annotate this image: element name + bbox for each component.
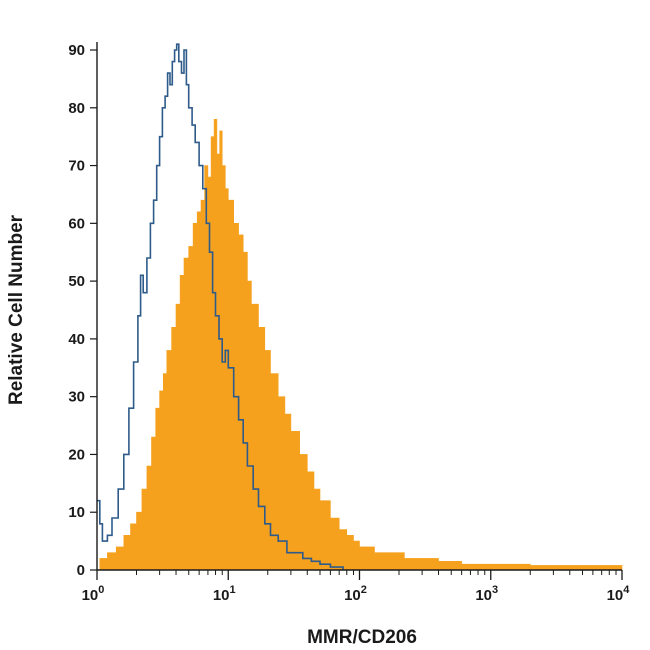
x-tick-label: 100 <box>82 584 105 604</box>
y-tick-label: 80 <box>68 100 85 117</box>
y-tick-label: 30 <box>68 389 85 406</box>
x-tick-label: 102 <box>344 584 367 604</box>
x-tick-label: 103 <box>475 584 498 604</box>
series-filled-histogram <box>97 119 623 571</box>
y-tick-label: 60 <box>68 215 85 232</box>
y-tick-label: 70 <box>68 158 85 175</box>
y-tick-label: 40 <box>68 331 85 348</box>
y-tick-label: 10 <box>68 504 85 521</box>
y-tick-label: 20 <box>68 446 85 463</box>
x-axis-title: MMR/CD206 <box>307 627 417 648</box>
y-axis-title: Relative Cell Number <box>6 214 27 405</box>
y-tick-label: 90 <box>68 42 85 59</box>
y-tick-label: 50 <box>68 273 85 290</box>
x-tick-label: 104 <box>607 584 631 604</box>
plot-area <box>97 43 623 571</box>
y-tick-label: 0 <box>77 562 85 579</box>
x-tick-label: 101 <box>213 584 236 604</box>
series-isotype-outline <box>97 43 344 570</box>
axes: 0 10 20 30 40 50 60 70 80 90 100 101 102 103 104 <box>68 42 630 604</box>
